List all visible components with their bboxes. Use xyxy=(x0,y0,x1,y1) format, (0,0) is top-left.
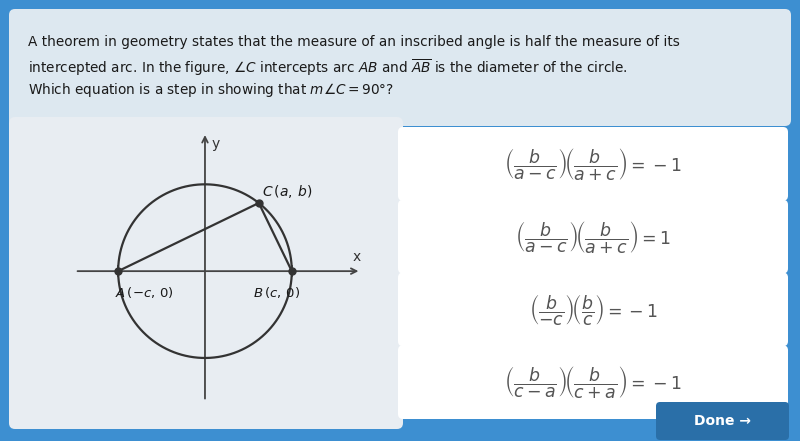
Text: intercepted arc. In the figure, $\angle C$ intercepts arc $AB$ and $\overline{AB: intercepted arc. In the figure, $\angle … xyxy=(28,58,628,78)
FancyBboxPatch shape xyxy=(398,127,788,201)
Text: y: y xyxy=(212,137,220,150)
Text: Which equation is a step in showing that $m\angle C = 90°$?: Which equation is a step in showing that… xyxy=(28,81,394,99)
Text: $A\,(-c,\,0)$: $A\,(-c,\,0)$ xyxy=(114,285,174,300)
Text: x: x xyxy=(353,250,361,264)
FancyBboxPatch shape xyxy=(9,117,403,429)
Text: $\left(\dfrac{b}{a-c}\right)\!\left(\dfrac{b}{a+c}\right) = 1$: $\left(\dfrac{b}{a-c}\right)\!\left(\dfr… xyxy=(515,219,671,254)
Text: A theorem in geometry states that the measure of an inscribed angle is half the : A theorem in geometry states that the me… xyxy=(28,35,680,49)
Text: $\left(\dfrac{b}{c-a}\right)\!\left(\dfrac{b}{c+a}\right) = -1$: $\left(\dfrac{b}{c-a}\right)\!\left(\dfr… xyxy=(504,364,682,400)
FancyBboxPatch shape xyxy=(656,402,789,440)
FancyBboxPatch shape xyxy=(398,273,788,346)
Text: Done →: Done → xyxy=(694,414,751,428)
FancyBboxPatch shape xyxy=(9,9,791,126)
Text: $C\,(a,\,b)$: $C\,(a,\,b)$ xyxy=(262,183,313,199)
FancyBboxPatch shape xyxy=(398,345,788,419)
Text: $B\,(c,\,0)$: $B\,(c,\,0)$ xyxy=(253,285,300,300)
FancyBboxPatch shape xyxy=(398,200,788,273)
Text: $\left(\dfrac{b}{-c}\right)\!\left(\dfrac{b}{c}\right) = -1$: $\left(\dfrac{b}{-c}\right)\!\left(\dfra… xyxy=(529,292,658,327)
Text: $\left(\dfrac{b}{a-c}\right)\!\left(\dfrac{b}{a+c}\right) = -1$: $\left(\dfrac{b}{a-c}\right)\!\left(\dfr… xyxy=(504,146,682,182)
